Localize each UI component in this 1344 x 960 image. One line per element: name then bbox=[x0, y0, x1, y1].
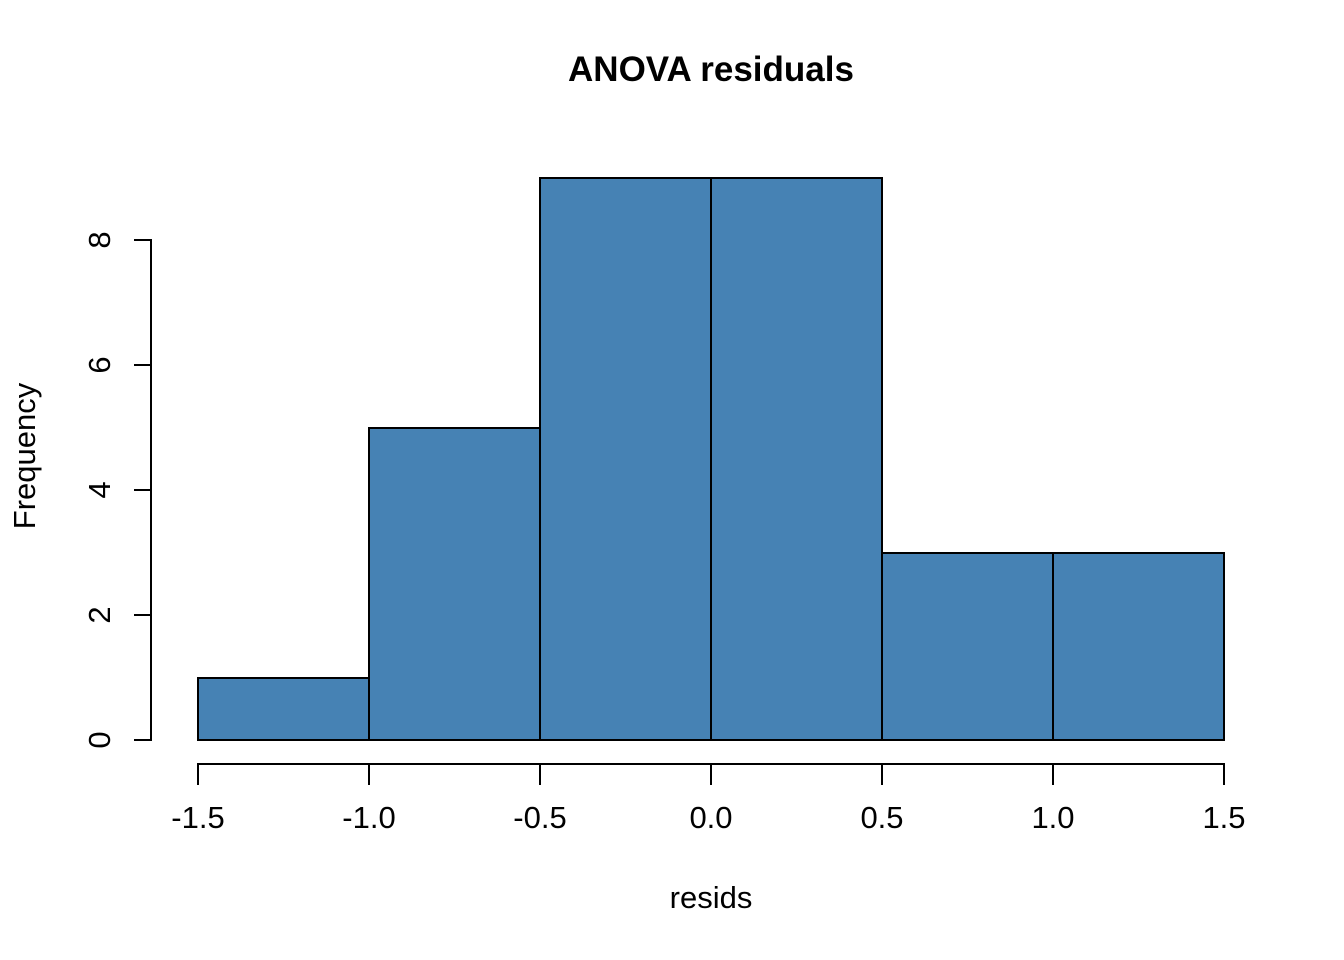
histogram-bar bbox=[539, 176, 712, 741]
x-axis-tick bbox=[197, 765, 199, 785]
x-axis-tick bbox=[710, 765, 712, 785]
y-tick-label: 0 bbox=[82, 731, 117, 749]
x-axis-tick bbox=[1052, 765, 1054, 785]
histogram-bar bbox=[1052, 551, 1225, 741]
x-axis-tick bbox=[881, 765, 883, 785]
x-axis-label: resids bbox=[669, 880, 753, 915]
y-tick-label: 2 bbox=[82, 606, 117, 624]
x-tick-label: 1.5 bbox=[1202, 800, 1246, 835]
x-tick-label: -1.5 bbox=[171, 800, 225, 835]
x-axis-line bbox=[197, 763, 1225, 765]
y-tick-label: 6 bbox=[82, 356, 117, 374]
x-tick-label: 1.0 bbox=[1031, 800, 1075, 835]
y-axis-tick bbox=[134, 489, 150, 491]
y-tick-label: 8 bbox=[82, 231, 117, 249]
x-tick-label: 0.5 bbox=[860, 800, 904, 835]
x-tick-label: 0.0 bbox=[689, 800, 733, 835]
x-axis-tick bbox=[539, 765, 541, 785]
x-tick-label: -0.5 bbox=[513, 800, 567, 835]
histogram-bar bbox=[881, 551, 1054, 741]
x-tick-label: -1.0 bbox=[342, 800, 396, 835]
chart-title: ANOVA residuals bbox=[568, 50, 854, 89]
x-axis-tick bbox=[368, 765, 370, 785]
y-axis-label: Frequency bbox=[7, 382, 42, 530]
y-axis-tick bbox=[134, 364, 150, 366]
histogram-bar bbox=[368, 426, 541, 741]
y-axis-line bbox=[150, 239, 152, 741]
y-axis-tick bbox=[134, 239, 150, 241]
x-axis-tick bbox=[1223, 765, 1225, 785]
y-axis-tick bbox=[134, 614, 150, 616]
histogram-bar bbox=[710, 176, 883, 741]
y-axis-tick bbox=[134, 739, 150, 741]
histogram-bar bbox=[197, 676, 370, 741]
y-tick-label: 4 bbox=[82, 481, 117, 499]
